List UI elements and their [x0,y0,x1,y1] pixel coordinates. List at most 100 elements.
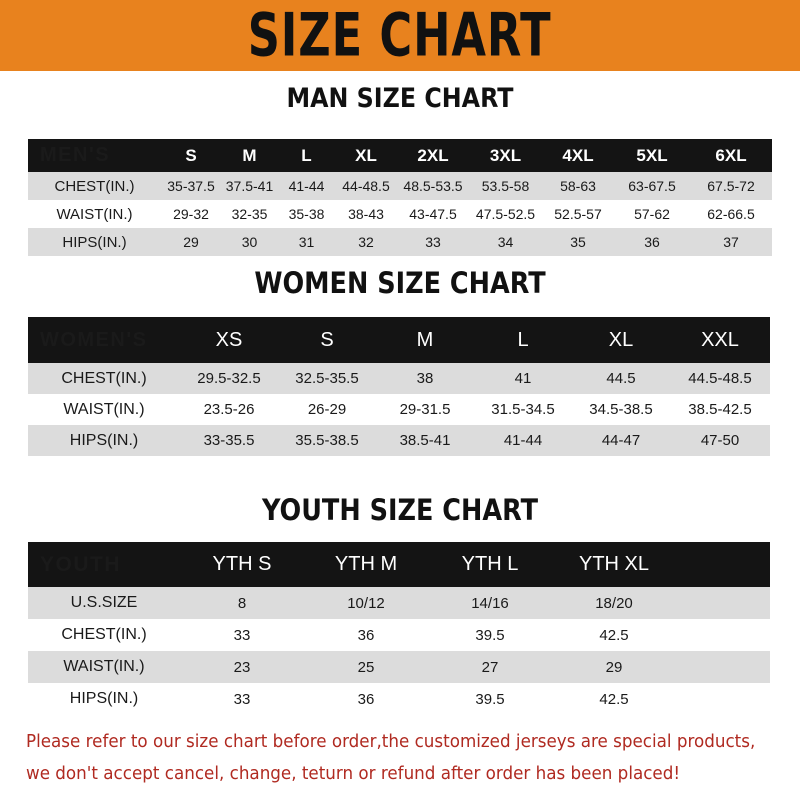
youth-size-col-yth-l: YTH L [461,553,519,575]
men-hips-s: 29 [161,228,221,256]
men-hips-4xl: 35 [542,228,614,256]
youth-hips-yth-m: 36 [304,683,428,715]
youth-size-col-yth-m: YTH M [334,553,398,575]
men-size-col-l: L [301,145,312,165]
men-size-col-5xl: 5XL [636,145,668,165]
table-row: CHEST(IN.) 35-37.5 37.5-41 41-44 44-48.5… [28,172,772,200]
men-chest-6xl: 67.5-72 [690,172,772,200]
order-policy-note: Please refer to our size chart before or… [26,726,756,790]
table-row: WAIST(IN.) 23 25 27 29 [28,651,770,683]
women-row-label-chest: CHEST(IN.) [28,363,180,394]
youth-row-label-waist: WAIST(IN.) [28,651,180,683]
women-size-col-xxl: XXL [701,328,739,351]
youth-row-label-us-size: U.S.SIZE [28,587,180,619]
women-size-col-s: S [320,328,334,351]
men-hips-6xl: 37 [690,228,772,256]
table-row: CHEST(IN.) 33 36 39.5 42.5 [28,619,770,651]
table-row: U.S.SIZE 8 10/12 14/16 18/20 [28,587,770,619]
youth-size-table: YOUTH YTH S YTH M YTH L YTH XL U.S.SIZE … [28,542,770,715]
order-policy-line-1: Please refer to our size chart before or… [26,731,756,752]
women-chest-s: 32.5-35.5 [278,363,376,394]
women-size-col-l: L [517,328,529,351]
men-chest-xl: 44-48.5 [335,172,397,200]
men-size-table: MEN'S S M L XL 2XL 3XL 4XL 5XL 6XL CHEST… [28,139,772,256]
men-waist-l: 35-38 [278,200,335,228]
men-chest-l: 41-44 [278,172,335,200]
women-hips-xs: 33-35.5 [180,425,278,456]
men-waist-3xl: 47.5-52.5 [469,200,542,228]
women-chest-xxl: 44.5-48.5 [670,363,770,394]
youth-row-label-chest: CHEST(IN.) [28,619,180,651]
men-size-col-2xl: 2XL [417,145,449,165]
men-size-col-6xl: 6XL [715,145,747,165]
men-header-row: MEN'S S M L XL 2XL 3XL 4XL 5XL 6XL [28,139,772,172]
women-size-col-xl: XL [608,328,634,351]
women-size-col-xs: XS [215,328,243,351]
women-section-title: WOMEN SIZE CHART [254,266,546,300]
youth-header-row: YOUTH YTH S YTH M YTH L YTH XL [28,542,770,587]
table-row: WAIST(IN.) 29-32 32-35 35-38 38-43 43-47… [28,200,772,228]
women-hips-s: 35.5-38.5 [278,425,376,456]
men-size-col-s: S [185,145,197,165]
men-size-col-3xl: 3XL [489,145,522,165]
women-hips-xl: 44-47 [572,425,670,456]
youth-header-label: YOUTH [40,552,121,576]
youth-us-size-yth-l: 14/16 [428,587,552,619]
men-hips-5xl: 36 [614,228,690,256]
women-hips-m: 38.5-41 [376,425,474,456]
women-chest-xs: 29.5-32.5 [180,363,278,394]
men-size-col-4xl: 4XL [562,145,594,165]
men-hips-3xl: 34 [469,228,542,256]
youth-us-size-yth-s: 8 [180,587,304,619]
women-waist-m: 29-31.5 [376,394,474,425]
men-waist-s: 29-32 [161,200,221,228]
youth-section-title: YOUTH SIZE CHART [261,493,539,527]
youth-hips-yth-s: 33 [180,683,304,715]
men-chest-3xl: 53.5-58 [469,172,542,200]
women-chest-m: 38 [376,363,474,394]
men-waist-5xl: 57-62 [614,200,690,228]
order-policy-line-2: we don't accept cancel, change, teturn o… [26,763,681,784]
youth-us-size-yth-xl: 18/20 [552,587,676,619]
men-waist-6xl: 62-66.5 [690,200,772,228]
youth-waist-yth-xl: 29 [552,651,676,683]
men-hips-m: 30 [221,228,278,256]
men-waist-xl: 38-43 [335,200,397,228]
youth-header-spacer [676,542,770,587]
women-header-row: WOMEN'S XS S M L XL XXL [28,317,770,363]
youth-row-spacer [676,587,770,619]
women-waist-xs: 23.5-26 [180,394,278,425]
men-size-col-m: M [242,145,257,165]
men-row-label-chest: CHEST(IN.) [28,172,161,200]
men-waist-m: 32-35 [221,200,278,228]
women-header-label: WOMEN'S [40,328,148,351]
page-title: SIZE CHART [248,1,552,70]
youth-row-spacer [676,651,770,683]
women-hips-xxl: 47-50 [670,425,770,456]
men-chest-m: 37.5-41 [221,172,278,200]
women-chest-xl: 44.5 [572,363,670,394]
women-row-label-waist: WAIST(IN.) [28,394,180,425]
youth-chest-yth-m: 36 [304,619,428,651]
women-waist-s: 26-29 [278,394,376,425]
youth-waist-yth-s: 23 [180,651,304,683]
men-waist-4xl: 52.5-57 [542,200,614,228]
women-size-table: WOMEN'S XS S M L XL XXL CHEST(IN.) 29.5-… [28,317,770,456]
men-size-col-xl: XL [355,145,377,165]
men-chest-2xl: 48.5-53.5 [397,172,469,200]
youth-hips-yth-l: 39.5 [428,683,552,715]
men-hips-l: 31 [278,228,335,256]
youth-chest-yth-s: 33 [180,619,304,651]
youth-chest-yth-l: 39.5 [428,619,552,651]
table-row: HIPS(IN.) 33 36 39.5 42.5 [28,683,770,715]
women-waist-xl: 34.5-38.5 [572,394,670,425]
men-chest-4xl: 58-63 [542,172,614,200]
women-size-col-m: M [416,328,434,351]
table-row: HIPS(IN.) 33-35.5 35.5-38.5 38.5-41 41-4… [28,425,770,456]
women-hips-l: 41-44 [474,425,572,456]
men-section-title: MAN SIZE CHART [286,83,514,114]
table-row: WAIST(IN.) 23.5-26 26-29 29-31.5 31.5-34… [28,394,770,425]
men-header-label: MEN'S [40,144,111,166]
youth-us-size-yth-m: 10/12 [304,587,428,619]
